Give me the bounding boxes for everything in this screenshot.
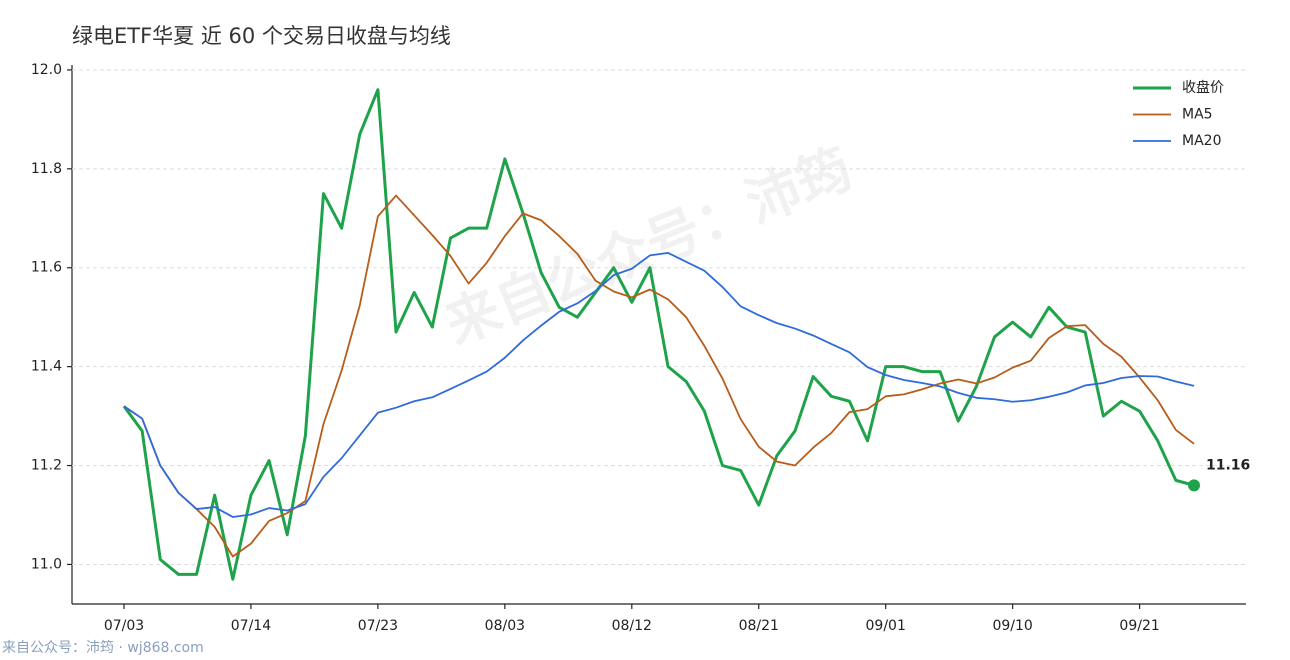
y-tick-label: 12.0 [31,62,62,78]
y-tick-label: 11.6 [31,260,62,276]
x-tick-label: 07/03 [104,618,144,634]
x-tick-label: 08/03 [485,618,525,634]
last-label: 11.16 [1206,457,1250,473]
series-line [123,252,1195,518]
x-tick-label: 09/01 [866,618,906,634]
chart-title: 绿电ETF华夏 近 60 个交易日收盘与均线 [72,24,451,48]
x-tick-label: 08/12 [612,618,652,634]
x-tick-label: 07/23 [358,618,398,634]
footer: 来自公众号：沛筠 · wj868.com [2,639,204,656]
series-line [123,194,1195,558]
x-tick-label: 08/21 [739,618,779,634]
y-tick-label: 11.4 [31,359,62,375]
x-tick-label: 09/10 [992,618,1032,634]
y-tick-label: 11.2 [31,458,62,474]
last-point [1188,479,1200,492]
legend-label: MA20 [1182,133,1221,149]
y-tick-label: 11.0 [31,556,62,572]
legend-label: MA5 [1182,107,1213,123]
x-tick-label: 07/14 [231,618,271,634]
x-tick-label: 09/21 [1119,618,1159,634]
y-tick-label: 11.8 [31,161,62,177]
legend-label: 收盘价 [1182,79,1224,96]
series-line [122,88,1195,581]
